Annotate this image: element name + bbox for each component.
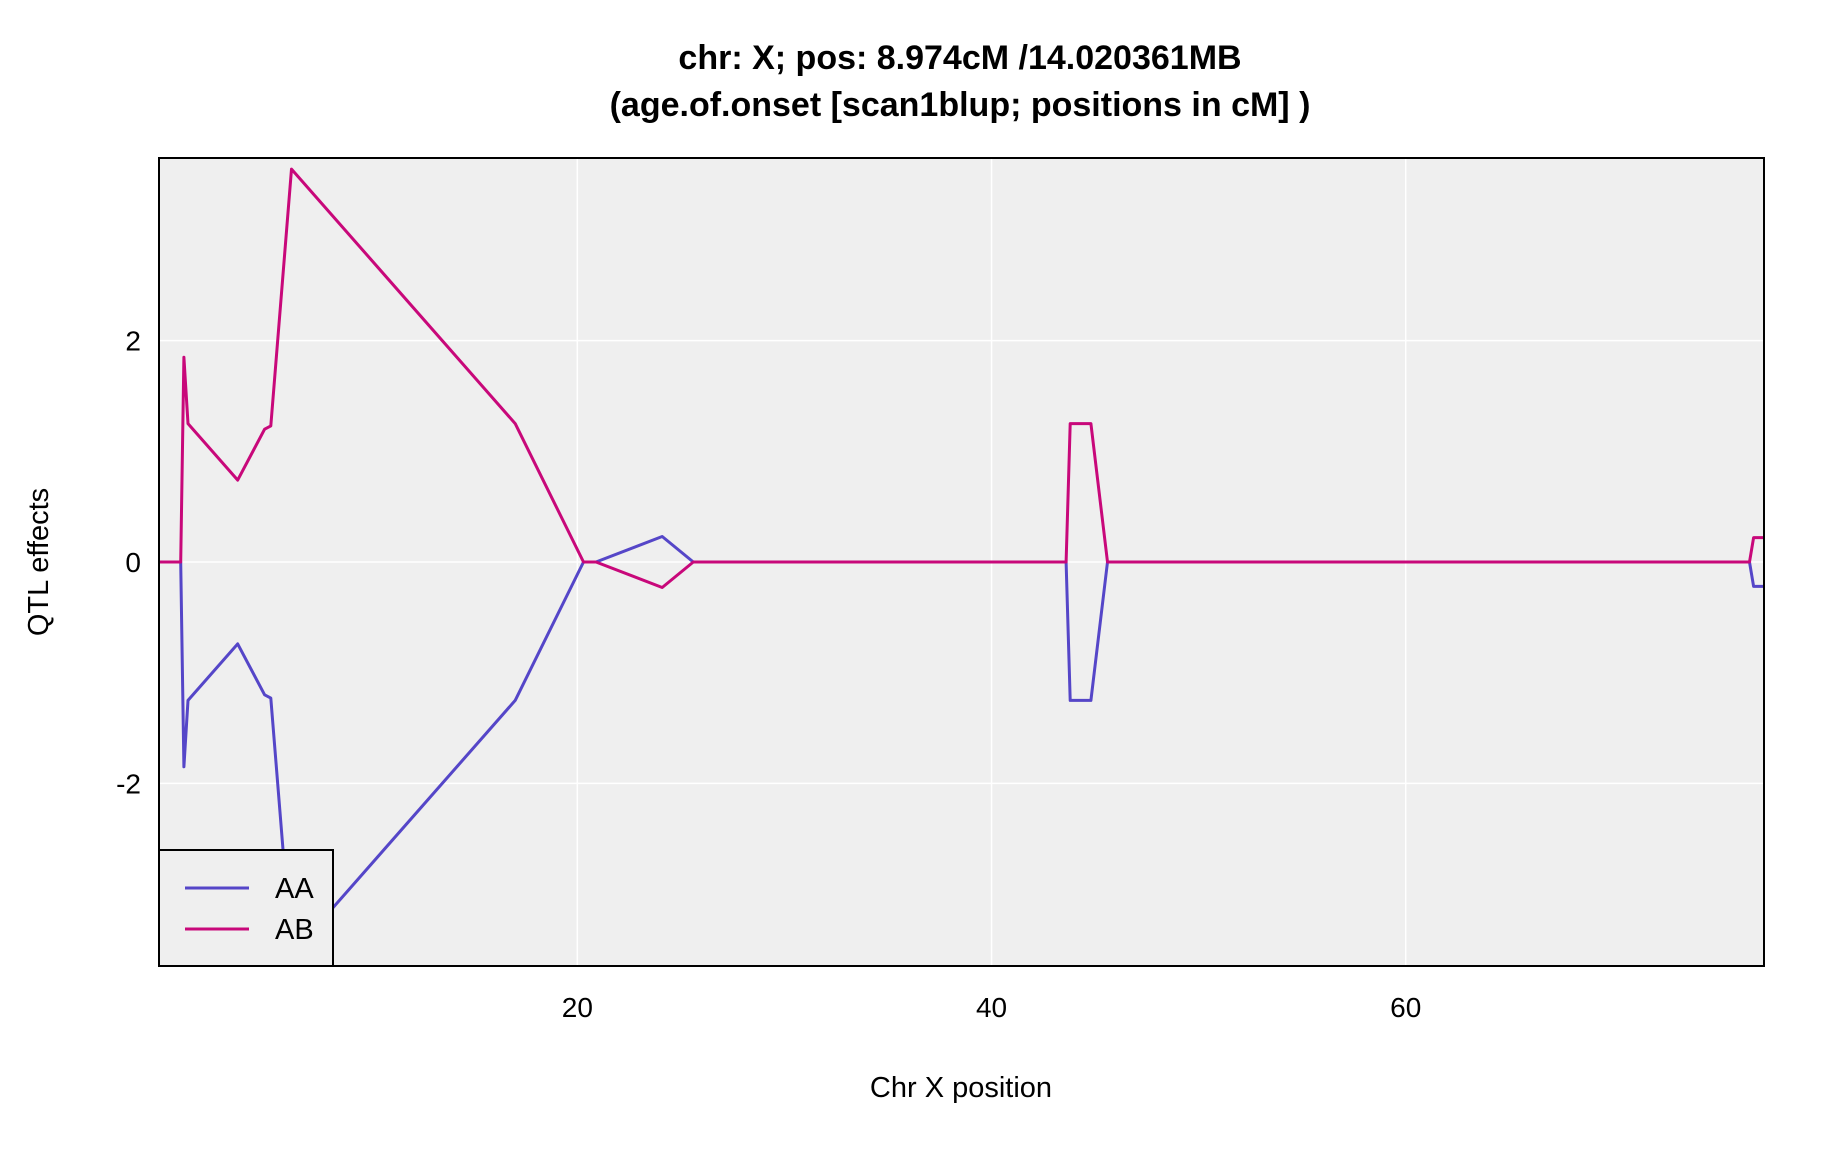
y-tick-label-0: 0 <box>125 547 141 578</box>
chart-title: chr: X; pos: 8.974cM /14.020361MB <box>678 39 1241 77</box>
x-tick-label-20: 20 <box>562 992 593 1023</box>
legend-label-aa: AA <box>275 873 314 905</box>
y-tick-label--2: -2 <box>116 768 141 799</box>
chart-subtitle: (age.of.onset [scan1blup; positions in c… <box>610 86 1311 124</box>
y-tick-label-2: 2 <box>125 326 141 357</box>
x-tick-label-60: 60 <box>1390 992 1421 1023</box>
series-line-ab <box>159 167 1764 589</box>
tick-labels: 20 40 60 -2 0 2 <box>116 326 1421 1023</box>
legend: AA AB <box>158 849 334 967</box>
plot-frame <box>158 157 1765 967</box>
x-tick-label-40: 40 <box>976 992 1007 1023</box>
series-lines <box>159 167 1764 957</box>
legend-label-ab: AB <box>275 914 314 946</box>
y-axis-label: QTL effects <box>23 488 55 636</box>
x-axis-label: Chr X position <box>870 1072 1052 1104</box>
legend-box <box>158 849 334 967</box>
